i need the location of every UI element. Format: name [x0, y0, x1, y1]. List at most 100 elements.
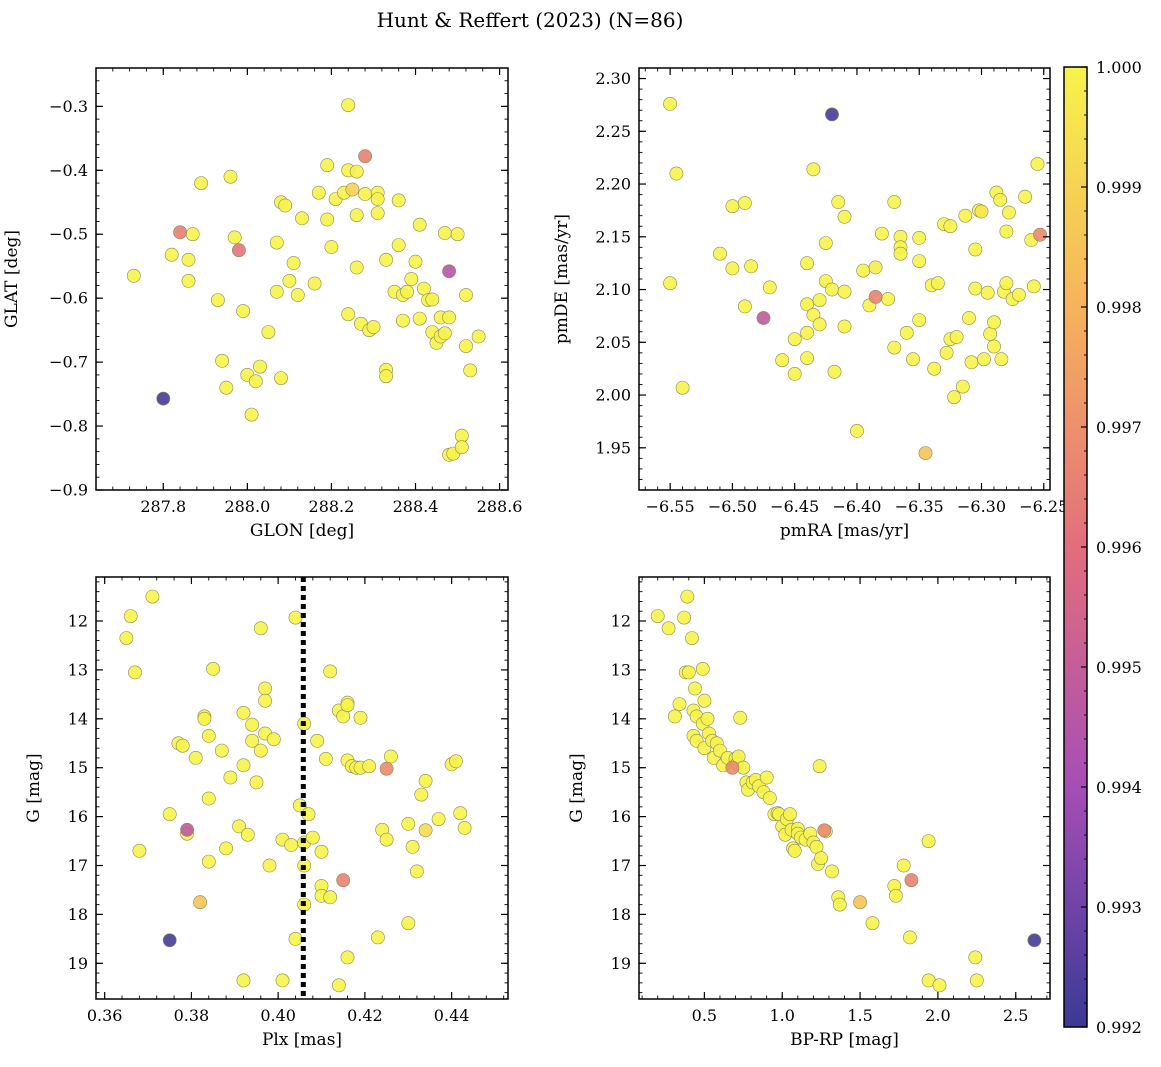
- data-point: [733, 710, 748, 725]
- data-point: [713, 246, 727, 261]
- data-point: [903, 930, 917, 945]
- data-point: [725, 760, 740, 775]
- scatter-panel-bottom-left: 0.36 0.38 0.40 0.42 0.44 12 13 14 15 16 17 18 19 Plx …: [24, 576, 509, 1050]
- data-point: [663, 97, 677, 111]
- data-point: [980, 285, 995, 300]
- data-point: [899, 325, 914, 340]
- data-point: [955, 379, 970, 394]
- data-point: [295, 211, 309, 226]
- data-point: [669, 166, 684, 181]
- axes-frame: [95, 67, 509, 491]
- data-point: [994, 352, 1009, 367]
- data-point: [738, 299, 752, 314]
- data-point: [201, 729, 216, 743]
- data-point: [353, 710, 368, 725]
- data-point: [253, 359, 267, 374]
- data-point: [162, 807, 177, 822]
- y-tick-label: −0.8: [49, 417, 88, 436]
- data-point: [762, 280, 777, 295]
- y-tick-label: 13: [611, 660, 631, 679]
- x-tick-label: 288.4: [393, 497, 439, 516]
- data-point: [999, 276, 1014, 291]
- data-point: [675, 380, 690, 395]
- data-point: [783, 807, 797, 822]
- data-point: [340, 950, 355, 965]
- y-tick-label: 17: [68, 856, 88, 875]
- x-tick-label: −6.45: [770, 497, 819, 516]
- data-point: [132, 843, 147, 858]
- y-tick-label: 14: [611, 709, 631, 728]
- data-point: [818, 236, 833, 250]
- data-point: [681, 665, 696, 680]
- data-point: [227, 230, 242, 245]
- data-point: [968, 242, 983, 257]
- data-point: [832, 897, 847, 912]
- x-tick-label: 0.42: [347, 1006, 383, 1025]
- data-point: [893, 246, 908, 261]
- data-point: [370, 192, 385, 206]
- data-point: [1018, 189, 1032, 204]
- data-point: [906, 352, 920, 367]
- x-axis-label: pmRA [mas/yr]: [780, 521, 909, 541]
- data-point: [968, 281, 983, 296]
- data-point: [323, 890, 338, 905]
- data-point: [404, 272, 419, 286]
- data-point: [318, 752, 333, 766]
- data-point: [275, 973, 290, 988]
- data-point: [856, 263, 871, 278]
- data-point: [156, 391, 171, 406]
- colorbar-tick-label: 0.992: [1096, 1018, 1142, 1037]
- data-point: [395, 313, 410, 328]
- data-point: [987, 339, 1001, 354]
- data-point: [185, 227, 200, 242]
- data-point: [341, 98, 356, 112]
- data-point: [418, 774, 433, 788]
- data-point: [126, 268, 141, 283]
- data-point: [949, 330, 964, 344]
- data-point: [442, 264, 456, 279]
- scatter-panel-bottom-right: 0.5 1.0 1.5 2.0 2.5 12 13 14 15 16 17 18 19 BP-RP [ma…: [567, 576, 1051, 1050]
- data-point: [262, 858, 277, 873]
- y-tick-label: 17: [611, 856, 631, 875]
- y-axis-label: G [mag]: [567, 753, 587, 822]
- x-tick-label: 0.40: [260, 1006, 296, 1025]
- data-point: [759, 770, 774, 785]
- data-point: [800, 297, 814, 312]
- data-point: [379, 252, 393, 267]
- x-tick-label: 2.0: [925, 1006, 950, 1025]
- y-tick-label: 2.00: [595, 386, 631, 405]
- data-point: [290, 288, 305, 302]
- data-point: [383, 749, 398, 764]
- data-point: [1027, 933, 1042, 948]
- data-point: [974, 204, 989, 219]
- data-point: [1012, 287, 1026, 302]
- data-point: [248, 374, 263, 389]
- data-point: [175, 738, 190, 753]
- colorbar-tick-label: 0.993: [1096, 898, 1142, 917]
- colorbar: 0.992 0.993 0.994 0.995 0.996 0.997 0.998 0.999…: [1063, 58, 1142, 1037]
- data-point: [240, 827, 255, 842]
- data-point: [977, 352, 991, 367]
- data-point: [215, 353, 229, 368]
- data-point: [341, 307, 356, 322]
- data-point: [943, 219, 958, 234]
- colorbar-tick-label: 0.994: [1096, 778, 1142, 797]
- data-point: [245, 717, 259, 732]
- data-point: [958, 208, 973, 223]
- data-point: [1033, 227, 1047, 242]
- data-point: [358, 149, 372, 164]
- data-point: [128, 665, 142, 680]
- data-point: [145, 589, 160, 604]
- colorbar-tick-label: 0.996: [1096, 538, 1142, 557]
- data-point: [812, 759, 827, 774]
- data-point: [123, 609, 138, 623]
- x-tick-label: 288.0: [224, 497, 270, 516]
- y-axis-label: G [mag]: [24, 753, 44, 822]
- data-point: [927, 361, 942, 376]
- x-tick-label: 0.38: [174, 1006, 210, 1025]
- data-point: [437, 326, 452, 341]
- data-point: [837, 319, 852, 334]
- data-point: [453, 806, 468, 821]
- data-point: [320, 212, 335, 227]
